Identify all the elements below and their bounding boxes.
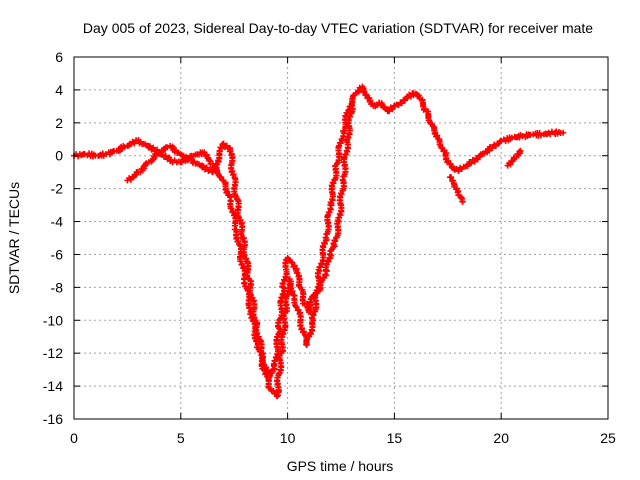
data-point: [560, 129, 567, 136]
grid-layer: [74, 57, 608, 419]
y-tick-label: -16: [43, 411, 63, 427]
trace-marker: [268, 370, 275, 377]
trace-marker: [489, 145, 496, 152]
trace-marker: [200, 163, 207, 170]
y-axis-label: SDTVAR / TECUs: [6, 182, 22, 294]
trace-marker: [289, 288, 296, 295]
data-layer: [71, 83, 567, 400]
trace-marker: [251, 314, 258, 321]
trace-marker: [183, 154, 190, 161]
y-tick-label: -10: [43, 312, 63, 328]
trace-marker: [147, 143, 154, 150]
y-tick-label: -12: [43, 345, 63, 361]
x-tick-label: 25: [600, 430, 616, 446]
y-tick-label: -2: [51, 181, 64, 197]
trace-marker: [325, 258, 332, 265]
trace-marker: [386, 108, 393, 115]
plot-frame: [73, 56, 609, 420]
y-tick-label: -8: [51, 279, 64, 295]
trace-marker: [224, 188, 231, 195]
trace-marker: [263, 364, 270, 371]
trace-marker: [243, 255, 250, 262]
trace-marker: [330, 180, 337, 187]
trace-marker: [537, 132, 544, 139]
trace-marker: [298, 325, 305, 332]
y-tick-label: 0: [55, 148, 63, 164]
trace-marker: [468, 160, 475, 167]
y-tick-label: -6: [51, 246, 64, 262]
x-tick-label: 5: [177, 430, 185, 446]
trace-marker: [332, 238, 339, 245]
trace-marker: [239, 260, 246, 267]
series-fragment_21h: [504, 147, 524, 169]
x-tick-label: 20: [493, 430, 509, 446]
trace-marker: [507, 161, 514, 168]
y-tick-label: 6: [55, 49, 63, 65]
trace-marker: [398, 100, 405, 107]
trace-marker: [220, 140, 227, 147]
x-axis-label: GPS time / hours: [287, 458, 394, 474]
trace-marker: [291, 262, 298, 269]
trace-marker: [455, 168, 462, 175]
trace-marker: [150, 144, 157, 151]
x-tick-label: 0: [70, 430, 78, 446]
trace-marker: [162, 152, 169, 159]
data-point: [348, 103, 355, 110]
y-tick-label: 4: [55, 82, 63, 98]
y-tick-label: 2: [55, 115, 63, 131]
trace-marker: [300, 328, 307, 335]
trace-marker: [131, 140, 138, 147]
series-fragment_18h: [446, 174, 466, 205]
series-main_track: [71, 83, 567, 400]
trace-marker: [203, 151, 210, 158]
trace-marker: [448, 174, 455, 181]
trace-marker: [321, 240, 328, 247]
trace-marker: [434, 132, 441, 139]
trace-marker: [203, 164, 210, 171]
y-tick-label: -14: [43, 378, 63, 394]
x-tick-label: 10: [280, 430, 296, 446]
chart-title: Day 005 of 2023, Sidereal Day-to-day VTE…: [83, 20, 593, 36]
data-point: [517, 147, 524, 154]
trace-marker: [445, 157, 452, 164]
trace-marker: [292, 303, 299, 310]
trace-marker: [218, 145, 225, 152]
trace-marker: [152, 152, 159, 159]
tick-layer: 0 5 10 15 20 25 -16 -14 -12 -10 -8 -6 -4 -2 0 2 4 6: [43, 49, 616, 446]
trace-marker: [471, 158, 478, 165]
series-secondary_track: [124, 103, 356, 381]
y-tick-label: -4: [51, 214, 64, 230]
x-tick-label: 15: [387, 430, 403, 446]
data-point: [459, 198, 466, 205]
trace-marker: [363, 91, 370, 98]
